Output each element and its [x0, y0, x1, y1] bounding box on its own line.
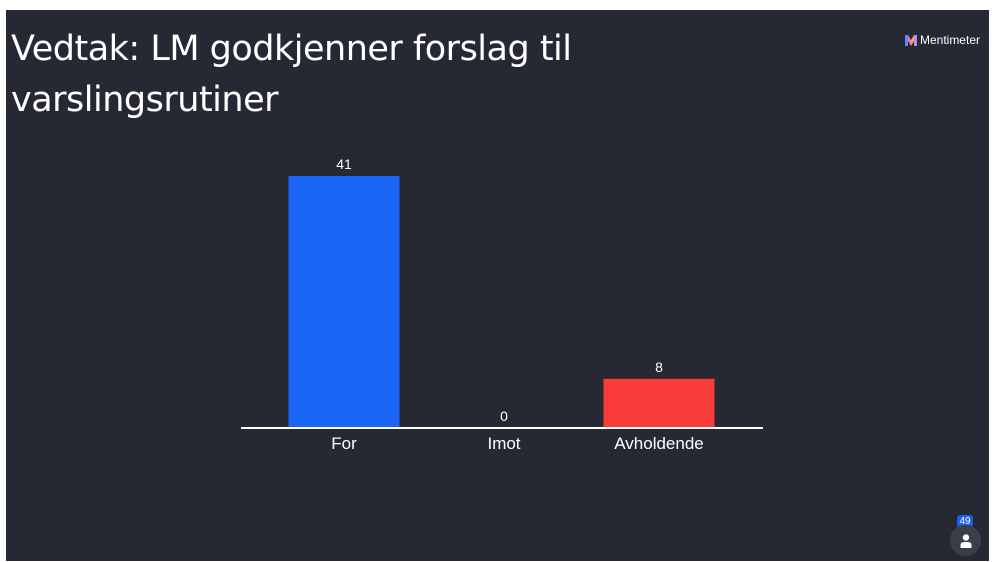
mentimeter-logo-icon: [904, 34, 917, 46]
bar-chart: 41 For 0 Imot 8 Avholdende: [241, 156, 763, 453]
brand: Mentimeter: [904, 33, 980, 47]
category-label-imot: Imot: [487, 434, 520, 453]
participants-button[interactable]: [950, 525, 981, 556]
bar-avholdende: [603, 378, 715, 428]
value-label-avholdende: 8: [655, 359, 663, 375]
presentation-slide: Vedtak: LM godkjenner forslag til varsli…: [6, 10, 989, 561]
bar-for: [288, 176, 400, 428]
value-label-for: 41: [336, 156, 352, 172]
value-label-imot: 0: [500, 408, 508, 424]
brand-name: Mentimeter: [919, 33, 980, 47]
category-label-avholdende: Avholdende: [614, 434, 704, 453]
slide-title: Vedtak: LM godkjenner forslag til varsli…: [11, 29, 572, 120]
participant-count-badge: 49: [957, 515, 973, 528]
participant-counter[interactable]: 49: [949, 515, 983, 556]
user-icon: [960, 533, 971, 548]
category-label-for: For: [331, 434, 357, 453]
